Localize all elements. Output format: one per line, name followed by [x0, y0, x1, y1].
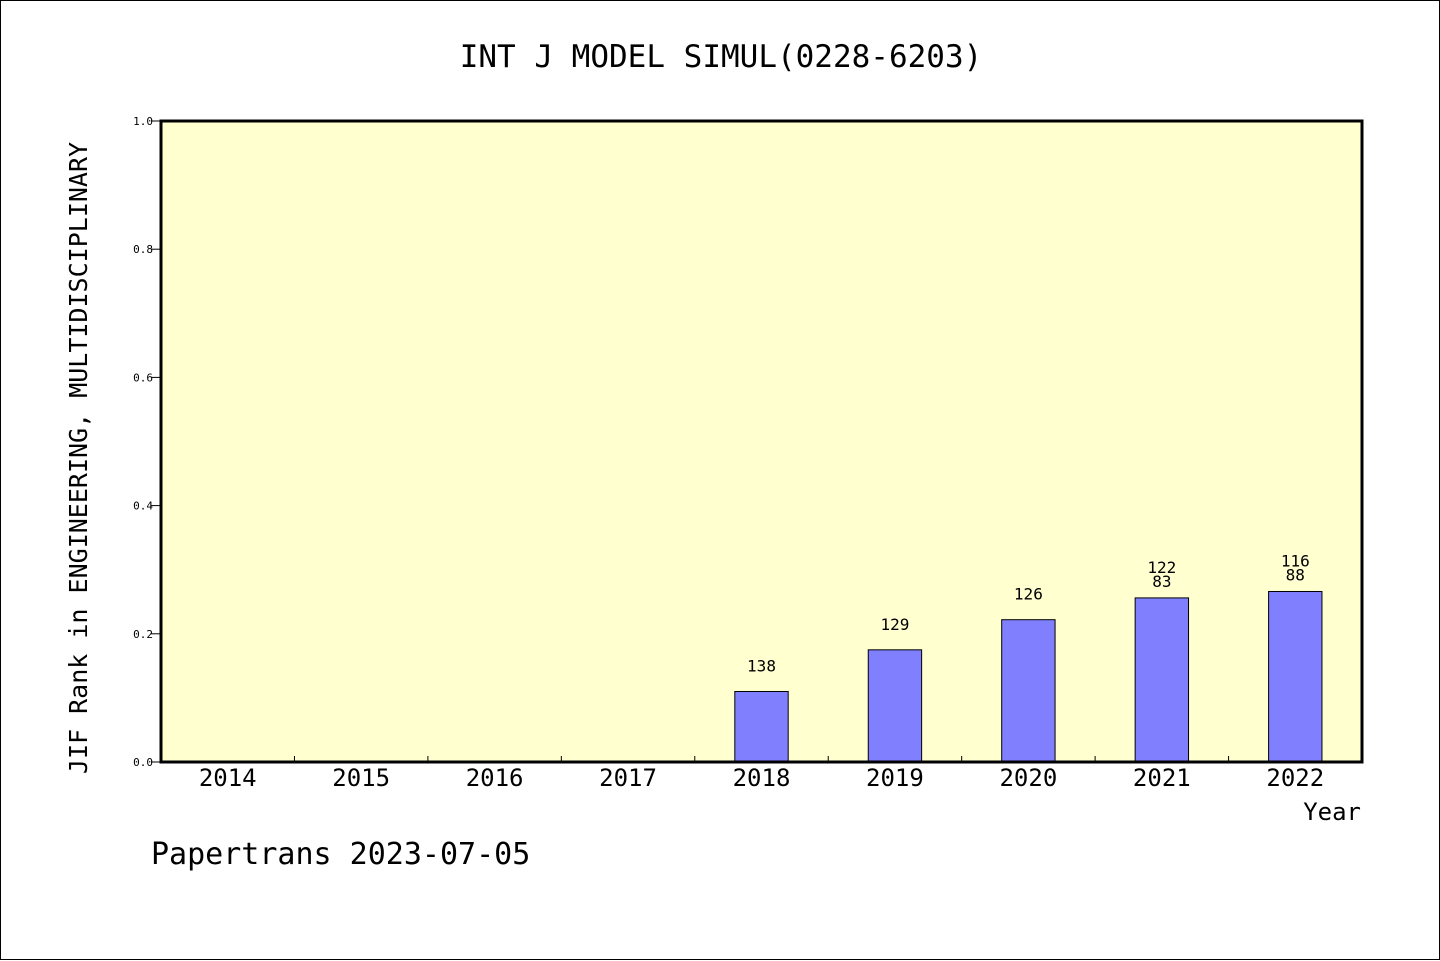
- x-tick-label: 2018: [733, 764, 791, 792]
- x-tick-label: 2020: [999, 764, 1057, 792]
- data-label: 126: [1014, 585, 1043, 604]
- y-tick-label: 0.2: [133, 628, 153, 641]
- y-axis-ticks: 0.0 0.2 0.4 0.6 0.8 1.0: [133, 115, 161, 769]
- y-axis-label: JIF Rank in ENGINEERING, MULTIDISCIPLINA…: [64, 142, 93, 774]
- data-label: 116: [1281, 551, 1310, 570]
- x-tick-label: 2015: [332, 764, 390, 792]
- data-label: 138: [747, 656, 776, 675]
- data-label: 88: [1286, 565, 1305, 584]
- data-label: 83: [1152, 572, 1171, 591]
- data-label: 129: [880, 615, 909, 634]
- y-tick-label: 0.6: [133, 371, 153, 384]
- bar: [867, 649, 923, 763]
- x-axis-label: Year: [1303, 798, 1361, 826]
- bars-group: [734, 590, 1323, 763]
- bar: [1001, 619, 1056, 763]
- x-tick-label: 2014: [199, 764, 257, 792]
- footer-credit: Papertrans 2023-07-05: [151, 837, 530, 872]
- x-tick-label: 2019: [866, 764, 924, 792]
- x-tick-label: 2017: [599, 764, 657, 792]
- bar: [734, 690, 789, 763]
- x-axis-ticks: 2014 2015 2016 2017 2018 2019 2020 2021 2022: [199, 756, 1324, 792]
- bar: [1268, 590, 1323, 763]
- y-tick-label: 1.0: [133, 115, 153, 128]
- x-tick-label: 2021: [1133, 764, 1191, 792]
- y-tick-label: 0.4: [133, 500, 153, 513]
- chart-title: INT J MODEL SIMUL(0228-6203): [460, 39, 983, 75]
- data-label: 122: [1147, 558, 1176, 577]
- plot-frame: [159, 119, 1364, 764]
- x-tick-label: 2022: [1266, 764, 1324, 792]
- x-tick-label: 2016: [466, 764, 524, 792]
- y-tick-label: 0.0: [133, 756, 153, 769]
- bar: [1134, 597, 1190, 763]
- y-tick-label: 0.8: [133, 243, 153, 256]
